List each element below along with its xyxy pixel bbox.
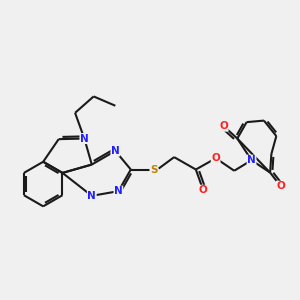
Text: O: O [199, 185, 208, 195]
Text: N: N [87, 191, 96, 201]
Text: N: N [114, 186, 123, 196]
Text: O: O [276, 181, 285, 191]
Text: O: O [219, 121, 228, 131]
Text: S: S [150, 164, 158, 175]
Text: N: N [80, 134, 89, 143]
Text: N: N [111, 146, 120, 156]
Text: N: N [247, 155, 256, 165]
Text: O: O [211, 153, 220, 164]
